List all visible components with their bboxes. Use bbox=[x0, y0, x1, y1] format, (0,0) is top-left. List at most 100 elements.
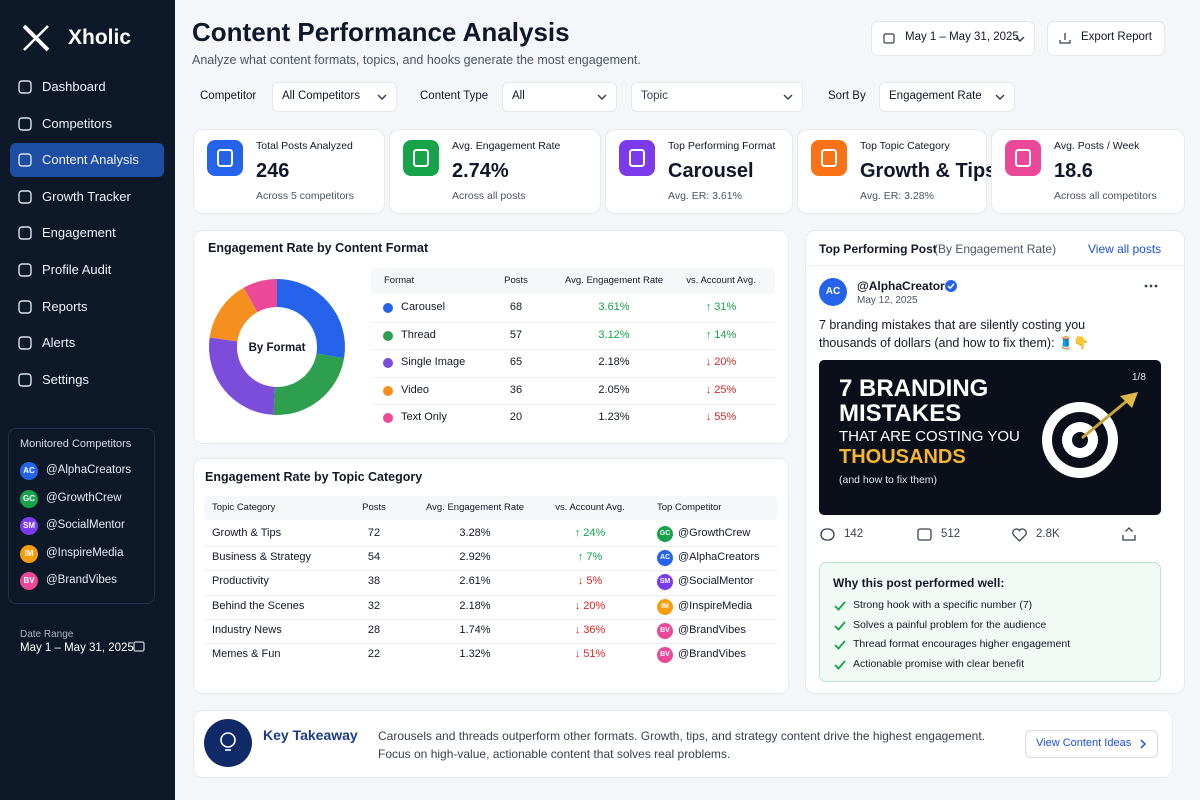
kpi-value: Carousel bbox=[668, 160, 754, 182]
format-name: Carousel bbox=[401, 301, 446, 313]
table-header-bg bbox=[371, 268, 775, 294]
nav-item[interactable]: Engagement bbox=[42, 225, 116, 241]
calendar-shape bbox=[883, 33, 895, 44]
export-button[interactable] bbox=[1047, 21, 1165, 56]
calendar-shape bbox=[133, 641, 145, 652]
chevron bbox=[995, 94, 1005, 101]
chevron bbox=[1015, 36, 1025, 43]
export-shape bbox=[1059, 40, 1071, 44]
competitor-handle[interactable]: @InspireMedia bbox=[678, 599, 753, 612]
topic-vs: ↑ 24% bbox=[574, 527, 606, 539]
table-header-bg bbox=[204, 496, 778, 520]
filter-value[interactable]: Topic bbox=[641, 90, 668, 102]
filter-label: Content Type bbox=[420, 90, 489, 102]
share-shape bbox=[1122, 535, 1136, 541]
filter-dropdown[interactable] bbox=[272, 82, 397, 112]
filter-dropdown[interactable] bbox=[631, 82, 803, 112]
topic-er: 2.92% bbox=[459, 551, 491, 564]
badge-check bbox=[947, 283, 955, 290]
legend-dot bbox=[383, 330, 393, 341]
filter-value[interactable]: All bbox=[512, 90, 525, 102]
format-posts: 65 bbox=[509, 356, 523, 368]
topic-vs: ↓ 20% bbox=[574, 599, 606, 612]
format-er: 3.61% bbox=[598, 301, 630, 313]
column-header: Posts bbox=[362, 502, 386, 513]
competitor-handle[interactable]: @AlphaCreators bbox=[678, 551, 760, 564]
date-button[interactable] bbox=[871, 21, 1035, 56]
nav-item[interactable]: Growth Tracker bbox=[42, 188, 131, 204]
stat-value[interactable]: 512 bbox=[941, 528, 961, 540]
takeaway-button[interactable] bbox=[1025, 730, 1158, 758]
reason: Strong hook with a specific number (7) bbox=[853, 599, 1033, 611]
post-handle[interactable]: @AlphaCreators bbox=[857, 279, 952, 293]
chevron-icon bbox=[783, 94, 793, 101]
nav-icon-shape bbox=[18, 336, 32, 350]
nav-item[interactable]: Alerts bbox=[42, 335, 76, 351]
stat-value[interactable]: 142 bbox=[844, 528, 864, 540]
competitor-handle[interactable]: @AlphaCreators bbox=[46, 464, 132, 476]
reason: Actionable promise with clear benefit bbox=[853, 657, 1025, 670]
filter-dropdown[interactable] bbox=[502, 82, 617, 112]
topic-name: Productivity bbox=[212, 575, 269, 588]
topic-er: 1.74% bbox=[459, 623, 491, 636]
competitor-handle[interactable]: @GrowthCrew bbox=[678, 527, 751, 539]
arrow-fletch bbox=[1120, 392, 1138, 408]
format-vs: ↑ 14% bbox=[705, 328, 737, 341]
chevron-icon bbox=[597, 94, 607, 101]
image-headline: MISTAKES bbox=[839, 400, 962, 427]
format-er: 1.23% bbox=[598, 411, 630, 423]
nav-item[interactable]: Dashboard bbox=[42, 79, 106, 94]
monitored-box bbox=[8, 428, 155, 604]
takeaway-button-label[interactable]: View Content Ideas bbox=[1036, 737, 1132, 749]
target-graphic bbox=[1042, 392, 1138, 478]
filter-dropdown[interactable] bbox=[879, 82, 1015, 112]
competitor-handle[interactable]: @BrandVibes bbox=[678, 623, 746, 636]
why-title: Why this post performed well: bbox=[833, 576, 1005, 590]
competitor-handle[interactable]: @BrandVibes bbox=[678, 648, 746, 660]
panel-title: Engagement Rate by Topic Category bbox=[205, 470, 423, 484]
filter-value[interactable]: Engagement Rate bbox=[889, 90, 982, 102]
column-header: vs. Account Avg. bbox=[555, 502, 625, 513]
arrow-shaft bbox=[1081, 398, 1129, 440]
topic-posts: 38 bbox=[367, 575, 381, 588]
chevron-icon bbox=[995, 94, 1005, 101]
nav-item[interactable]: Reports bbox=[42, 298, 88, 314]
chevron-icon bbox=[1015, 36, 1025, 43]
nav-active-bg bbox=[10, 143, 164, 178]
format-posts: 20 bbox=[509, 411, 523, 423]
competitor-handle[interactable]: @BrandVibes bbox=[46, 574, 117, 586]
legend-dot bbox=[383, 358, 393, 368]
bulb bbox=[220, 732, 236, 748]
post-date: May 12, 2025 bbox=[857, 295, 918, 306]
competitor-handle[interactable]: @SocialMentor bbox=[46, 519, 125, 531]
topic-name: Business & Strategy bbox=[212, 551, 312, 564]
competitor-handle[interactable]: @InspireMedia bbox=[46, 546, 124, 559]
nav-icon-shape bbox=[18, 190, 32, 204]
format-er: 2.18% bbox=[598, 356, 630, 368]
nav-icon bbox=[18, 80, 32, 94]
topic-er: 2.18% bbox=[459, 599, 491, 612]
stat-value[interactable]: 2.8K bbox=[1036, 528, 1060, 540]
nav-icon bbox=[18, 299, 32, 314]
view-all-link[interactable]: View all posts bbox=[1088, 242, 1162, 256]
topic-vs: ↑ 7% bbox=[577, 551, 603, 564]
kpi-glyph bbox=[413, 149, 429, 167]
competitor-handle[interactable]: @GrowthCrew bbox=[46, 491, 122, 504]
nav-item[interactable]: Content Analysis bbox=[42, 152, 139, 168]
nav-icon-shape bbox=[18, 116, 32, 131]
format-name: Thread bbox=[401, 328, 436, 341]
nav-item[interactable]: Profile Audit bbox=[42, 262, 112, 277]
nav-item[interactable]: Competitors bbox=[42, 115, 113, 131]
topic-name: Growth & Tips bbox=[212, 527, 282, 539]
row-divider bbox=[204, 643, 778, 644]
nav-icon-shape bbox=[18, 80, 32, 94]
topic-name: Memes & Fun bbox=[212, 648, 281, 660]
kpi-label: Top Performing Format bbox=[668, 140, 776, 152]
chevron bbox=[597, 94, 607, 101]
competitor-handle[interactable]: @SocialMentor bbox=[678, 575, 754, 588]
export-label[interactable]: Export Report bbox=[1081, 31, 1152, 43]
nav-item[interactable]: Settings bbox=[42, 371, 89, 387]
date-button-label[interactable]: May 1 – May 31, 2025 bbox=[905, 31, 1019, 43]
filter-value[interactable]: All Competitors bbox=[282, 90, 360, 102]
badge bbox=[945, 280, 957, 292]
